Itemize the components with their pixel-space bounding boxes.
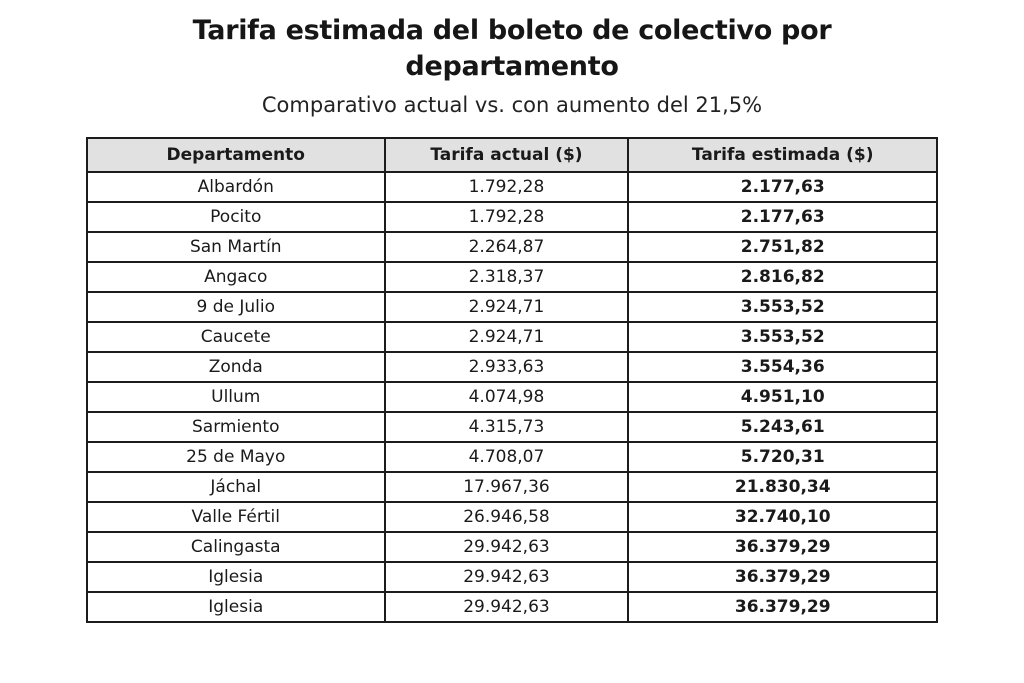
cell-tarifa-estimada: 2.177,63 [627, 201, 938, 234]
cell-departamento: 25 de Mayo [86, 441, 386, 474]
cell-tarifa-estimada: 21.830,34 [627, 471, 938, 504]
cell-tarifa-actual: 29.942,63 [383, 531, 630, 564]
cell-departamento: Zonda [86, 351, 386, 384]
table-row: Ullum 4.074,98 4.951,10 [86, 381, 938, 414]
cell-tarifa-estimada: 3.554,36 [627, 351, 938, 384]
cell-tarifa-actual: 4.708,07 [383, 441, 630, 474]
cell-tarifa-actual: 2.924,71 [383, 321, 630, 354]
table-row: Pocito 1.792,28 2.177,63 [86, 201, 938, 234]
cell-tarifa-estimada: 3.553,52 [627, 291, 938, 324]
table-row: 9 de Julio 2.924,71 3.553,52 [86, 291, 938, 324]
col-header-tarifa-estimada: Tarifa estimada ($) [627, 137, 938, 174]
cell-tarifa-estimada: 36.379,29 [627, 591, 938, 624]
cell-tarifa-actual: 4.315,73 [383, 411, 630, 444]
col-header-tarifa-actual: Tarifa actual ($) [383, 137, 630, 174]
cell-tarifa-actual: 1.792,28 [383, 201, 630, 234]
cell-departamento: Ullum [86, 381, 386, 414]
cell-tarifa-estimada: 2.816,82 [627, 261, 938, 294]
table-row: 25 de Mayo 4.708,07 5.720,31 [86, 441, 938, 474]
cell-departamento: Jáchal [86, 471, 386, 504]
cell-tarifa-actual: 29.942,63 [383, 591, 630, 624]
cell-departamento: Valle Fértil [86, 501, 386, 534]
cell-tarifa-actual: 26.946,58 [383, 501, 630, 534]
cell-departamento: Iglesia [86, 591, 386, 624]
cell-tarifa-estimada: 36.379,29 [627, 561, 938, 594]
cell-tarifa-estimada: 2.177,63 [627, 171, 938, 204]
cell-tarifa-actual: 1.792,28 [383, 171, 630, 204]
cell-departamento: Pocito [86, 201, 386, 234]
cell-tarifa-actual: 17.967,36 [383, 471, 630, 504]
cell-tarifa-estimada: 5.720,31 [627, 441, 938, 474]
cell-departamento: 9 de Julio [86, 291, 386, 324]
col-header-departamento: Departamento [86, 137, 386, 174]
cell-tarifa-estimada: 32.740,10 [627, 501, 938, 534]
table-row: Sarmiento 4.315,73 5.243,61 [86, 411, 938, 444]
table-row: Valle Fértil 26.946,58 32.740,10 [86, 501, 938, 534]
table-row: Iglesia 29.942,63 36.379,29 [86, 561, 938, 594]
fare-table: Departamento Tarifa actual ($) Tarifa es… [86, 137, 938, 624]
table-row: Zonda 2.933,63 3.554,36 [86, 351, 938, 384]
cell-tarifa-actual: 4.074,98 [383, 381, 630, 414]
cell-departamento: Albardón [86, 171, 386, 204]
table-row: Iglesia 29.942,63 36.379,29 [86, 591, 938, 624]
cell-departamento: Calingasta [86, 531, 386, 564]
page-subtitle: Comparativo actual vs. con aumento del 2… [261, 93, 763, 118]
cell-tarifa-actual: 29.942,63 [383, 561, 630, 594]
table-row: San Martín 2.264,87 2.751,82 [86, 231, 938, 264]
cell-tarifa-estimada: 4.951,10 [627, 381, 938, 414]
cell-tarifa-actual: 2.924,71 [383, 291, 630, 324]
cell-tarifa-actual: 2.318,37 [383, 261, 630, 294]
page-title: Tarifa estimada del boleto de colectivo … [192, 15, 832, 82]
cell-departamento: San Martín [86, 231, 386, 264]
cell-departamento: Sarmiento [86, 411, 386, 444]
cell-departamento: Angaco [86, 261, 386, 294]
cell-tarifa-estimada: 36.379,29 [627, 531, 938, 564]
cell-tarifa-actual: 2.264,87 [383, 231, 630, 264]
cell-departamento: Iglesia [86, 561, 386, 594]
cell-tarifa-estimada: 5.243,61 [627, 411, 938, 444]
table-row: Albardón 1.792,28 2.177,63 [86, 171, 938, 204]
table-header-row: Departamento Tarifa actual ($) Tarifa es… [86, 137, 938, 174]
table-body: Albardón 1.792,28 2.177,63 Pocito 1.792,28 2.… [86, 171, 938, 624]
cell-departamento: Caucete [86, 321, 386, 354]
cell-tarifa-actual: 2.933,63 [383, 351, 630, 384]
table-row: Angaco 2.318,37 2.816,82 [86, 261, 938, 294]
cell-tarifa-estimada: 3.553,52 [627, 321, 938, 354]
table-row: Calingasta 29.942,63 36.379,29 [86, 531, 938, 564]
table-row: Jáchal 17.967,36 21.830,34 [86, 471, 938, 504]
cell-tarifa-estimada: 2.751,82 [627, 231, 938, 264]
table-row: Caucete 2.924,71 3.553,52 [86, 321, 938, 354]
